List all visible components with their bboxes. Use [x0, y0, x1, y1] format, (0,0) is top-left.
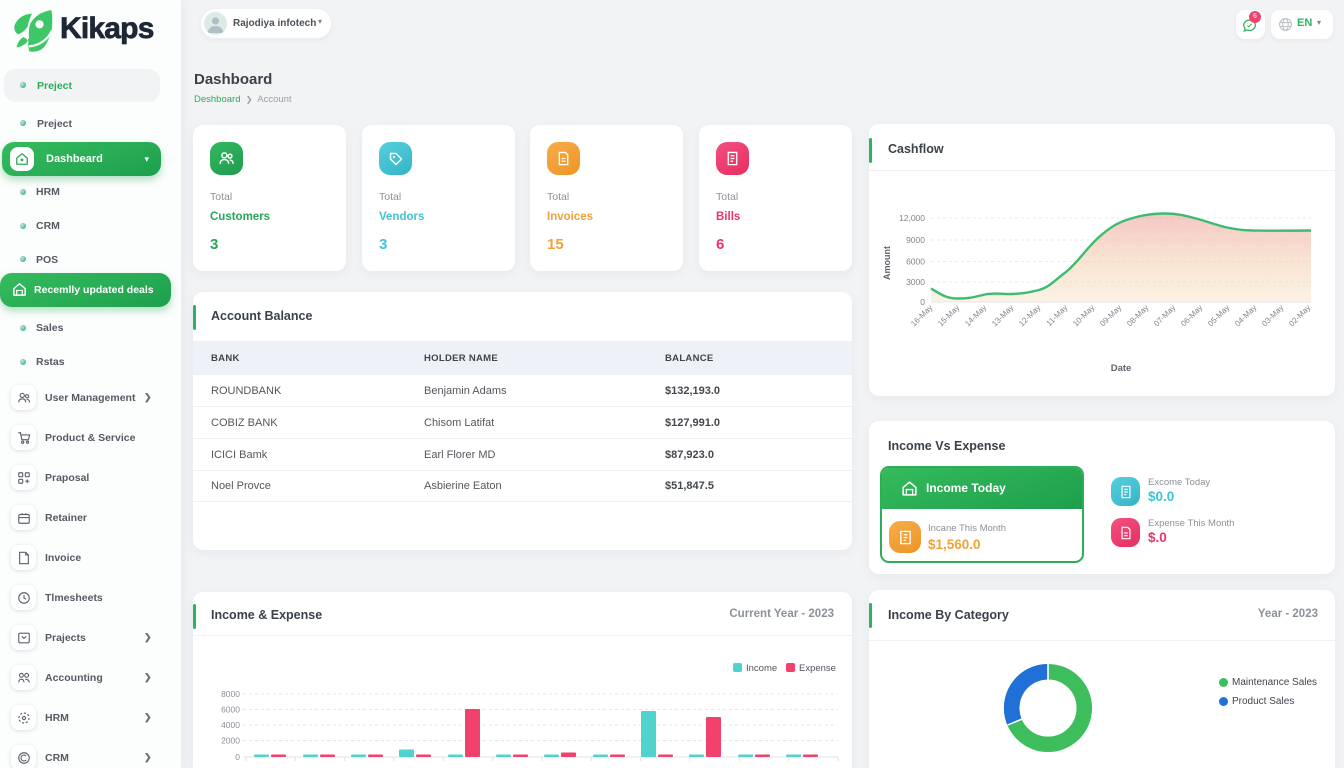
svg-text:6000: 6000 [221, 705, 240, 715]
svg-text:2000: 2000 [221, 736, 240, 746]
svg-text:12,000: 12,000 [899, 213, 925, 223]
svg-text:Date: Date [1111, 363, 1132, 374]
svg-text:8000: 8000 [221, 689, 240, 699]
svg-text:9000: 9000 [906, 235, 925, 245]
svg-text:08-May: 08-May [1125, 303, 1150, 328]
svg-text:06-May: 06-May [1179, 303, 1204, 328]
svg-text:4000: 4000 [221, 720, 240, 730]
svg-text:10-May: 10-May [1071, 303, 1096, 328]
svg-text:11-May: 11-May [1045, 303, 1070, 328]
svg-text:6000: 6000 [906, 257, 925, 267]
svg-text:03-May: 03-May [1260, 303, 1285, 328]
svg-text:05-May: 05-May [1206, 303, 1231, 328]
svg-text:15-May: 15-May [936, 303, 961, 328]
svg-text:Income: Income [746, 663, 777, 674]
svg-text:12-May: 12-May [1017, 303, 1042, 328]
svg-text:0: 0 [235, 752, 240, 762]
svg-text:07-May: 07-May [1152, 303, 1177, 328]
svg-text:Expense: Expense [799, 663, 836, 674]
svg-text:13-May: 13-May [990, 303, 1015, 328]
svg-text:02-May: 02-May [1287, 303, 1312, 328]
svg-text:0: 0 [920, 297, 925, 307]
svg-text:14-May: 14-May [963, 303, 988, 328]
svg-text:Amount: Amount [882, 246, 892, 280]
svg-text:3000: 3000 [906, 277, 925, 287]
svg-text:04-May: 04-May [1233, 303, 1258, 328]
svg-text:09-May: 09-May [1098, 303, 1123, 328]
